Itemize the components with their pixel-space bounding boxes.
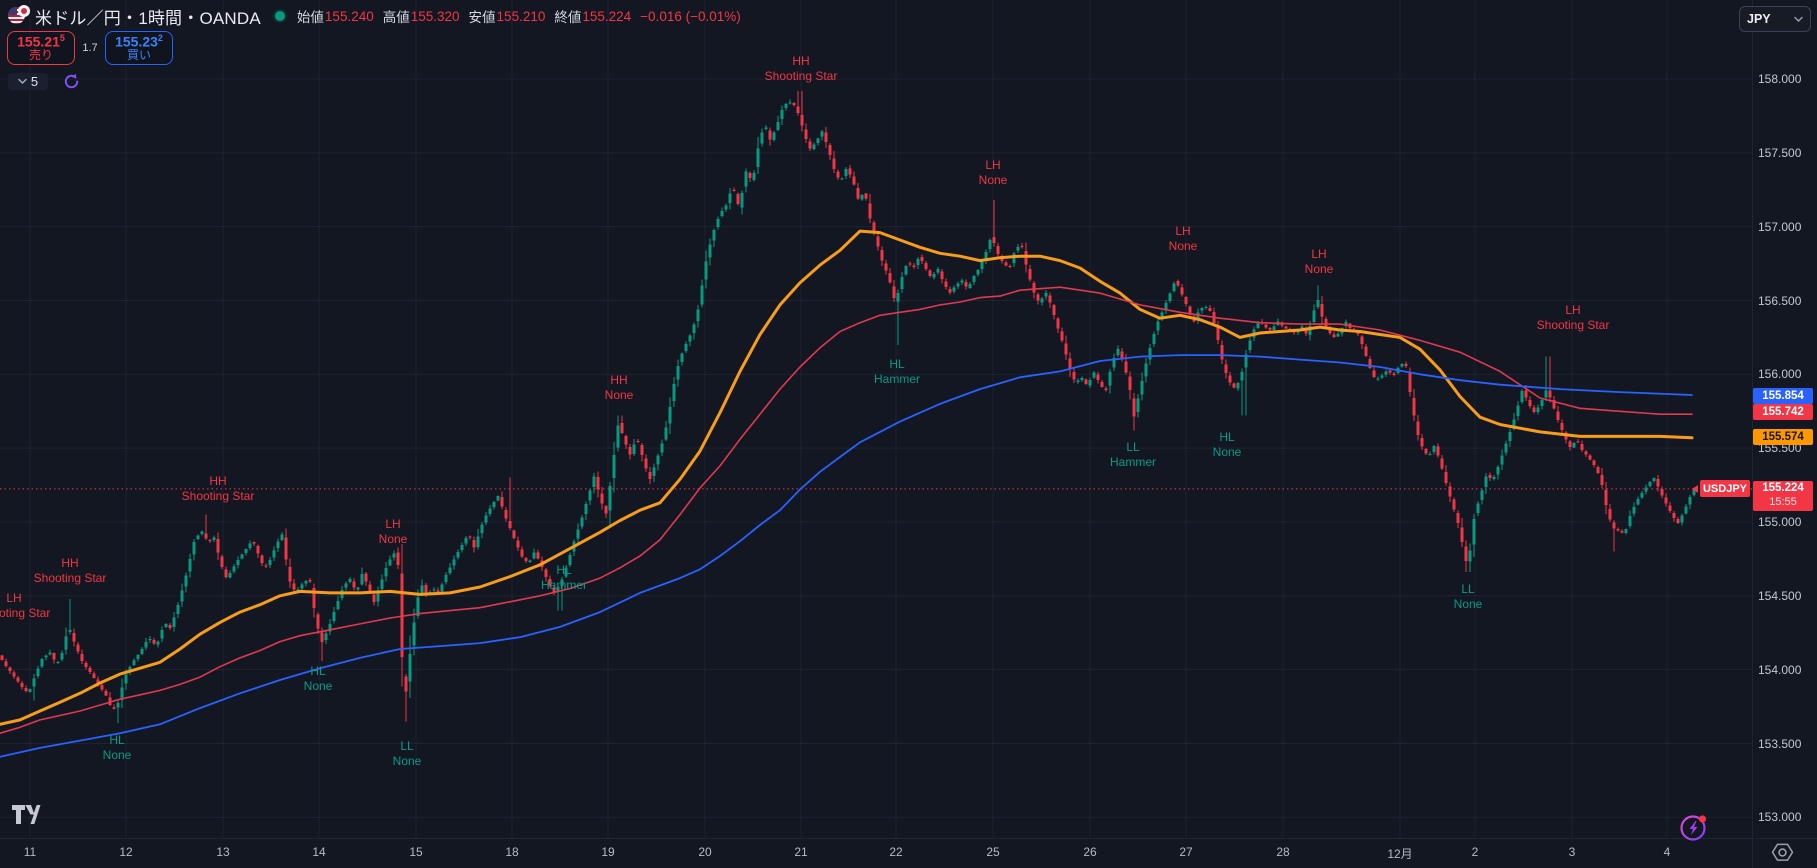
time-tick: 25 (986, 845, 1000, 859)
structure-label-hl: HL Hammer (540, 563, 588, 592)
low-value: 155.210 (496, 8, 546, 24)
close-label: 終値 (554, 10, 582, 25)
high-label: 高値 (382, 10, 410, 25)
ohlc-legend: 始値 155.240 高値 155.320 安値 155.210 終値 155.… (297, 6, 741, 26)
market-status-icon (274, 11, 285, 21)
price-tick: 158.000 (1758, 72, 1802, 86)
time-tick: 22 (889, 845, 903, 859)
buy-label: 買い (126, 48, 151, 63)
structure-label-hl: HL None (303, 664, 333, 693)
time-tick: 14 (312, 845, 326, 859)
structure-label-hh: HH None (604, 373, 634, 402)
time-tick: 4 (1663, 845, 1671, 859)
time-tick: 12月 (1387, 847, 1413, 861)
open-value: 155.240 (324, 8, 374, 24)
close-value: 155.224 (582, 8, 632, 24)
price-axis-separator (1752, 0, 1753, 868)
structure-label-hh: HH Shooting Star (33, 556, 107, 585)
open-label: 始値 (296, 10, 324, 25)
time-tick: 12 (119, 845, 133, 859)
time-tick: 26 (1083, 845, 1097, 859)
structure-label-hl: HL None (1212, 430, 1242, 459)
time-tick: 19 (601, 845, 615, 859)
change-value: −0.016 (−0.01%) (640, 8, 741, 24)
ma-price-badge: 155.574 (1753, 429, 1813, 446)
spread-value: 1.7 (82, 42, 98, 54)
buy-button[interactable]: 155.232 買い (105, 31, 173, 65)
chevron-down-icon (18, 78, 27, 84)
chevron-down-icon (1794, 16, 1803, 22)
plot-area (0, 0, 1752, 838)
ma-fast-orange (0, 229, 1694, 726)
time-axis-separator (0, 838, 1817, 839)
structure-label-lh: LH None (378, 517, 408, 546)
price-tick: 156.500 (1758, 293, 1802, 308)
symbol-title[interactable]: 米ドル／円・1時間・OANDA (35, 8, 261, 28)
time-tick: 13 (216, 845, 230, 859)
ma-slow-blue (0, 354, 1693, 758)
time-tick: 28 (1276, 845, 1290, 859)
currency-selector[interactable]: JPY (1739, 6, 1811, 32)
time-tick: 18 (505, 845, 519, 859)
price-tick: 153.500 (1758, 736, 1802, 751)
bar-countdown: 15:55 (1769, 496, 1797, 509)
time-tick: 3 (1568, 845, 1576, 859)
time-tick: 2 (1471, 845, 1479, 859)
ma-price-badge: 155.742 (1753, 404, 1813, 421)
symbol-header: 米ドル／円・1時間・OANDA 始値 155.240 高値 155.320 安値… (8, 5, 741, 28)
price-tick: 156.000 (1758, 367, 1802, 382)
sell-button[interactable]: 155.215 売り (7, 31, 75, 65)
structure-label-lh: LH None (1168, 224, 1198, 253)
price-tick: 155.000 (1758, 515, 1802, 529)
low-label: 安値 (468, 10, 496, 25)
time-tick: 27 (1179, 845, 1193, 859)
ma-price-badge: 155.854 (1753, 387, 1813, 404)
price-tick: 154.500 (1758, 588, 1802, 603)
symbol-price-tag: USDJPY (1700, 480, 1750, 498)
trade-panel: 155.215 売り 1.7 155.232 買い (7, 31, 173, 65)
alerts-lightning-icon[interactable] (1678, 812, 1710, 849)
structure-label-ll: LL Hammer (1109, 440, 1157, 469)
structure-label-hh: HH Shooting Star (764, 54, 838, 83)
structure-label-lh: LH None (1304, 247, 1334, 276)
current-price-badge: 155.224 15:55 (1753, 480, 1813, 511)
structure-label-ll: LL None (392, 739, 422, 768)
price-tick: 153.000 (1758, 810, 1802, 825)
time-tick: 21 (794, 845, 808, 859)
structure-label-hh: HH Shooting Star (181, 474, 255, 503)
candlestick-layer (0, 90, 1696, 723)
current-price: 155.224 (1762, 482, 1804, 495)
refresh-icon[interactable] (62, 72, 81, 91)
ma-mid-red (0, 286, 1693, 734)
time-tick: 11 (23, 845, 37, 859)
structure-label-hl: HL None (102, 733, 132, 762)
price-tick: 157.000 (1758, 219, 1802, 234)
usdjpy-flag-icon (8, 5, 30, 26)
time-tick: 20 (698, 845, 712, 859)
grid-layer (0, 0, 1752, 838)
sell-label: 売り (28, 48, 53, 63)
structure-label-lh: LH None (978, 158, 1008, 187)
structure-label-hl: HL Hammer (873, 357, 921, 386)
settings-gear-icon[interactable] (1771, 842, 1794, 868)
structure-label-ll: LL None (1453, 582, 1483, 611)
price-tick: 154.000 (1758, 662, 1802, 677)
time-tick: 15 (409, 845, 423, 859)
price-tick: 157.500 (1758, 145, 1802, 160)
tradingview-logo[interactable] (12, 805, 42, 829)
last-price-arrow-icon (1692, 484, 1698, 493)
legend-collapse-button[interactable]: 5 (8, 73, 48, 90)
high-value: 155.320 (410, 8, 460, 24)
